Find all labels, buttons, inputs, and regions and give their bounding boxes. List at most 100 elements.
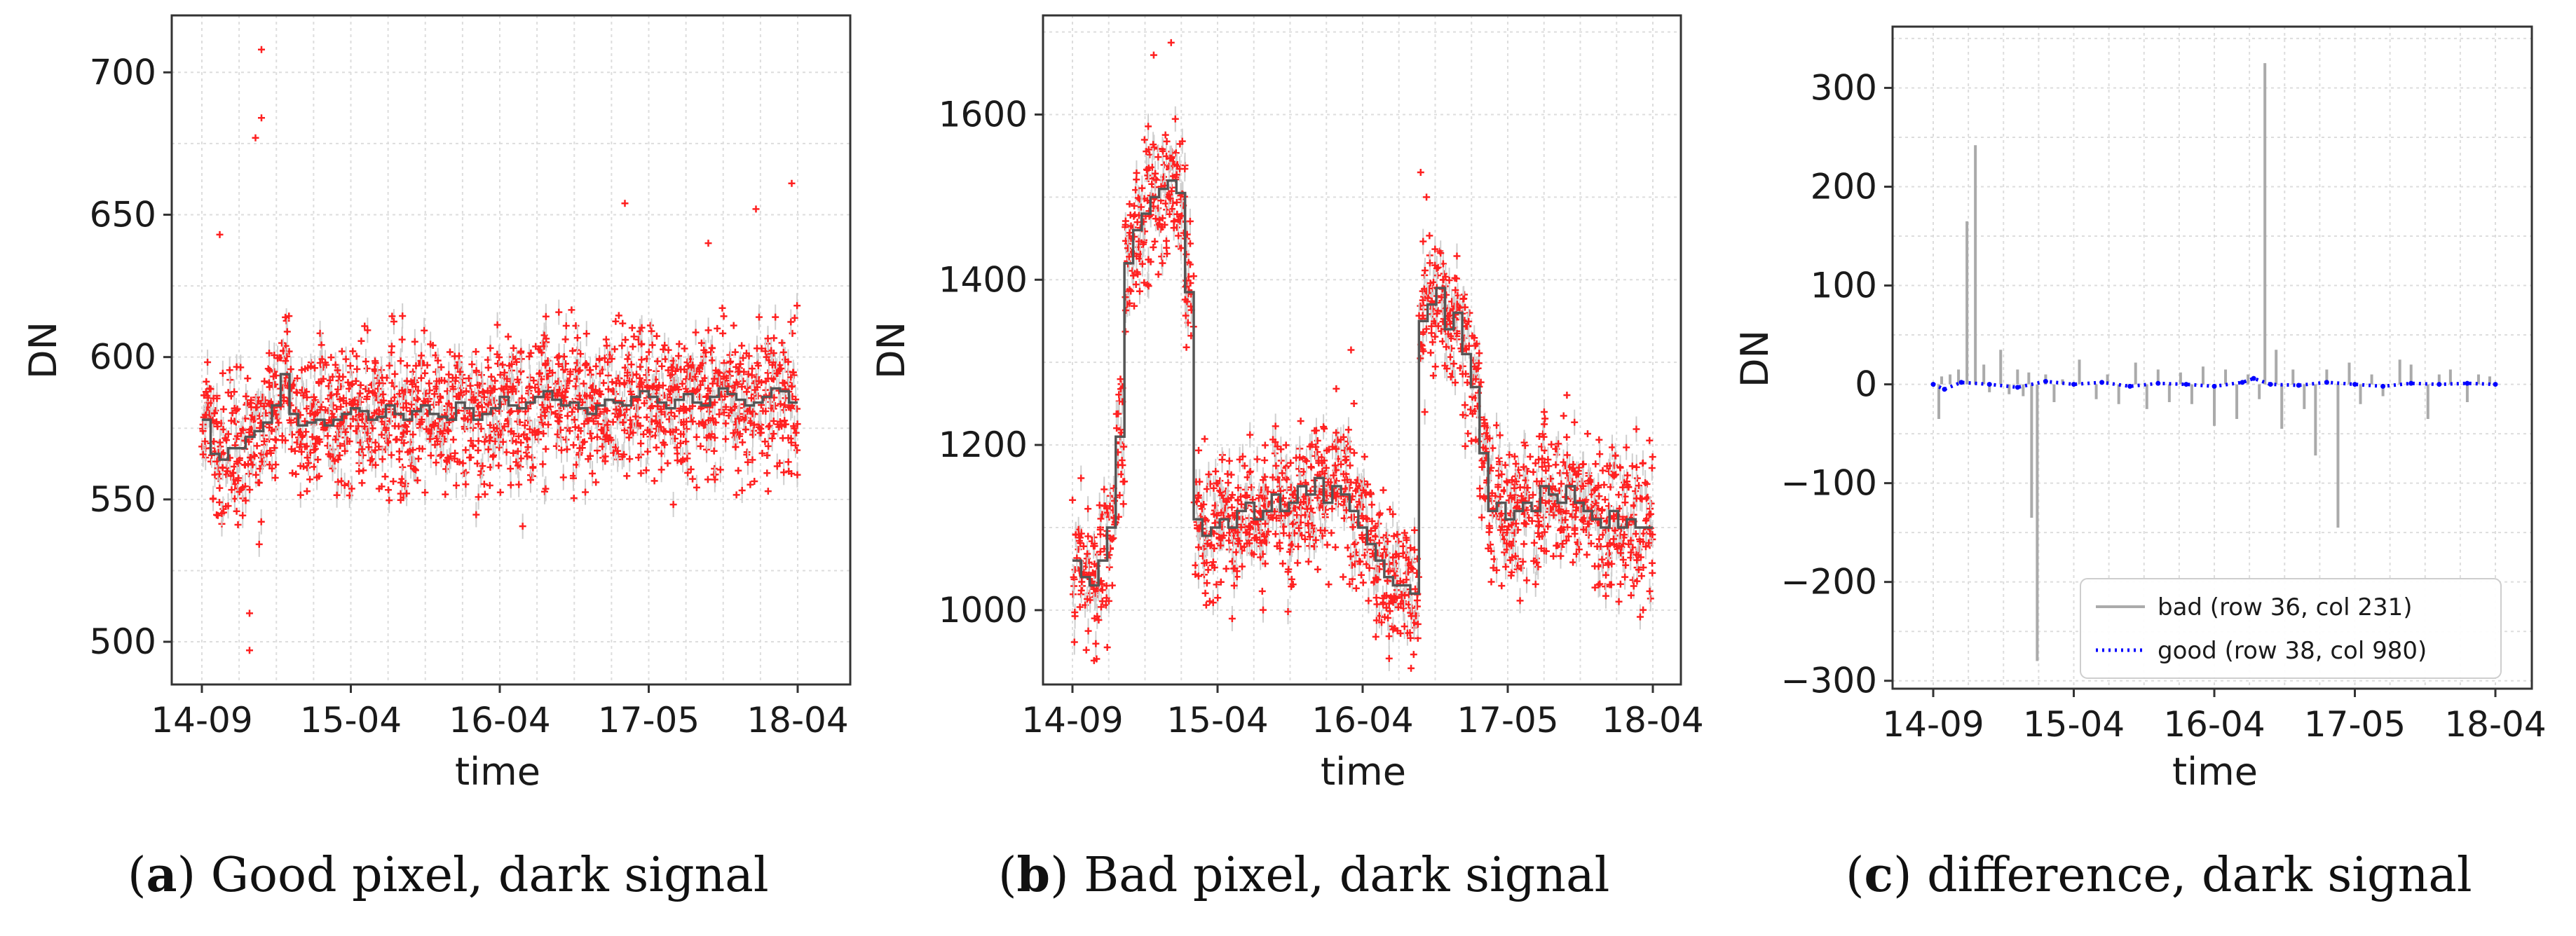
- scatter-point: [558, 446, 566, 454]
- scatter-point: [1159, 259, 1166, 267]
- scatter-point: [664, 394, 672, 401]
- scatter-point: [657, 466, 665, 474]
- scatter-point: [362, 357, 369, 365]
- scatter-point: [216, 499, 224, 507]
- scatter-point: [214, 511, 222, 519]
- scatter-point: [235, 474, 243, 482]
- scatter-point: [784, 358, 792, 366]
- scatter-point: [654, 357, 662, 365]
- scatter-outlier: [246, 610, 253, 617]
- scatter-point: [430, 401, 437, 408]
- scatter-point: [1077, 530, 1085, 537]
- scatter-point: [540, 429, 547, 437]
- scatter-point: [498, 361, 506, 369]
- scatter-point: [636, 374, 643, 382]
- scatter-point: [291, 447, 299, 455]
- scatter-point: [229, 469, 237, 476]
- scatter-point: [763, 469, 771, 477]
- scatter-point: [199, 420, 207, 428]
- scatter-point: [452, 374, 460, 382]
- scatter-point: [514, 462, 522, 469]
- scatter-point: [1082, 646, 1090, 654]
- scatter-point: [561, 388, 569, 396]
- scatter-point: [1453, 252, 1461, 260]
- scatter-point: [204, 358, 212, 366]
- scatter-point: [747, 481, 754, 488]
- scatter-point: [720, 312, 728, 320]
- scatter-point: [287, 366, 294, 373]
- scatter-point: [676, 439, 684, 447]
- scatter-point: [1480, 493, 1488, 501]
- scatter-point: [674, 383, 681, 391]
- scatter-point: [622, 336, 629, 343]
- scatter-point: [1093, 612, 1101, 620]
- scatter-point: [672, 426, 680, 434]
- scatter-point: [719, 380, 727, 388]
- scatter-point: [449, 383, 456, 390]
- scatter-point: [212, 418, 220, 426]
- scatter-point: [554, 354, 561, 362]
- scatter-point: [1359, 579, 1367, 586]
- scatter-point: [472, 511, 480, 518]
- scatter-point: [378, 399, 386, 406]
- scatter-point: [1516, 597, 1524, 605]
- scatter-point: [543, 335, 550, 343]
- scatter-point: [1077, 586, 1085, 594]
- scatter-point: [564, 412, 571, 420]
- scatter-point: [789, 369, 797, 376]
- scatter-point: [303, 394, 311, 401]
- scatter-point: [1365, 597, 1372, 605]
- scatter-point: [623, 472, 631, 480]
- scatter-point: [261, 437, 268, 445]
- scatter-point: [697, 442, 704, 450]
- scatter-point: [357, 381, 364, 389]
- scatter-point: [554, 360, 562, 368]
- scatter-point: [368, 381, 376, 389]
- scatter-point: [506, 408, 514, 416]
- scatter-point: [560, 352, 568, 360]
- scatter-point: [347, 381, 355, 389]
- scatter-point: [604, 358, 612, 366]
- scatter-point: [1379, 486, 1387, 494]
- scatter-point: [336, 451, 343, 459]
- scatter-point: [435, 399, 442, 406]
- scatter-point: [1344, 426, 1352, 434]
- scatter-point: [562, 436, 570, 443]
- scatter-point: [271, 444, 278, 452]
- scatter-point: [478, 371, 486, 379]
- scatter-point: [372, 461, 379, 469]
- scatter-point: [251, 452, 259, 460]
- scatter-point: [1447, 353, 1454, 361]
- scatter-point: [630, 333, 638, 340]
- scatter-point: [218, 509, 226, 517]
- scatter-point: [564, 446, 571, 453]
- scatter-point: [372, 439, 379, 446]
- scatter-point: [325, 450, 332, 458]
- scatter-point: [467, 453, 475, 461]
- scatter-point: [399, 312, 407, 319]
- scatter-point: [594, 433, 601, 441]
- scatter-point: [568, 306, 575, 314]
- scatter-point: [770, 376, 777, 383]
- scatter-point: [566, 427, 573, 435]
- scatter-point: [353, 365, 361, 373]
- scatter-point: [494, 360, 502, 368]
- panel-a-caption: (a) Good pixel, dark signal: [128, 847, 769, 903]
- scatter-point: [530, 377, 538, 385]
- scatter-point: [334, 385, 342, 393]
- scatter-point: [264, 365, 272, 373]
- scatter-point: [1279, 560, 1287, 567]
- scatter-point: [388, 397, 395, 405]
- scatter-point: [201, 438, 209, 446]
- scatter-point: [472, 348, 479, 356]
- scatter-point: [1372, 633, 1379, 640]
- scatter-point: [361, 422, 369, 430]
- scatter-point: [1422, 267, 1429, 275]
- scatter-point: [415, 455, 423, 462]
- scatter-point: [730, 322, 737, 329]
- scatter-point: [484, 446, 492, 453]
- scatter-point: [446, 348, 454, 356]
- scatter-point: [306, 476, 314, 483]
- scatter-point: [297, 491, 304, 499]
- y-tick-label: 600: [90, 337, 156, 378]
